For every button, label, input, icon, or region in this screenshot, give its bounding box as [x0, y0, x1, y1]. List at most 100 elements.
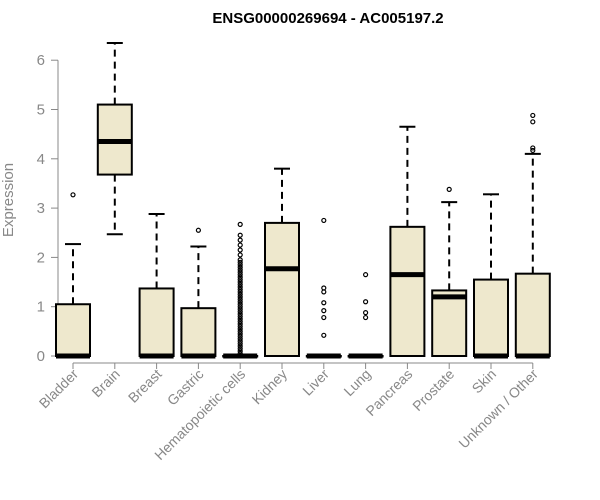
outlier-point [237, 333, 243, 339]
outlier-point [530, 147, 536, 154]
outlier-point [237, 221, 243, 227]
outlier-point [237, 291, 243, 297]
outlier-point [237, 341, 243, 347]
outlier-point [321, 285, 327, 291]
outlier-point [237, 284, 243, 290]
outlier-point [530, 119, 536, 125]
box-group-brain [96, 41, 133, 236]
box-group-kidney [264, 167, 300, 357]
outlier-point [237, 299, 243, 305]
outlier-point [237, 286, 243, 293]
y-tick-label: 2 [37, 249, 45, 266]
box [55, 303, 91, 357]
x-tick-label-kidney: Kidney [249, 366, 291, 408]
box [389, 225, 426, 357]
y-axis: 0 1 2 3 4 5 6 [37, 52, 59, 365]
outlier-point [237, 304, 243, 310]
box [431, 289, 468, 357]
y-tick-label: 6 [37, 52, 45, 69]
y-tick-label: 3 [37, 200, 45, 217]
box [180, 307, 217, 357]
box [514, 272, 551, 358]
outlier-point [446, 186, 452, 192]
outlier-point [321, 332, 327, 338]
outlier-point [237, 313, 243, 320]
outlier-point [363, 314, 369, 321]
outlier-point [237, 264, 243, 270]
outlier-point [237, 318, 243, 325]
outlier-point [237, 262, 243, 268]
outlier-point [321, 217, 327, 224]
outlier-point [237, 309, 243, 315]
outlier-point [237, 331, 243, 337]
outlier-point [237, 301, 243, 307]
outlier-point [363, 310, 369, 316]
outlier-point [237, 237, 243, 243]
box [264, 221, 300, 357]
outlier-point [530, 145, 536, 151]
outlier-point [237, 323, 243, 330]
outlier-point [237, 346, 243, 352]
outlier-point [237, 274, 243, 280]
box-group-gastric [180, 227, 217, 359]
box [473, 278, 509, 357]
x-tick-label-breast: Breast [125, 366, 165, 406]
box-group-bladder [55, 192, 91, 359]
x-tick-label-skin: Skin [469, 366, 500, 397]
y-tick-label: 5 [37, 102, 45, 119]
outlier-point [237, 316, 243, 322]
outlier-point [237, 259, 243, 265]
box-group-pancreas [389, 125, 426, 357]
outlier-point [237, 321, 243, 327]
y-tick-label: 1 [37, 299, 45, 316]
y-tick-label: 4 [37, 151, 45, 168]
outlier-point [237, 294, 243, 300]
x-tick-label-unknown-other: Unknown / Other [455, 366, 541, 452]
outlier-point [237, 289, 243, 295]
outlier-point [237, 276, 243, 283]
outlier-point [237, 296, 243, 302]
y-tick-label: 0 [37, 348, 45, 365]
box-group-prostate [431, 186, 468, 357]
y-axis-label: Expression [0, 163, 17, 237]
box [138, 287, 175, 358]
outlier-point [237, 272, 243, 278]
outlier-point [237, 348, 243, 354]
outlier-point [237, 343, 243, 349]
box-group-liver [305, 217, 342, 359]
outlier-point [70, 192, 76, 198]
box-group-lung [347, 272, 384, 359]
outlier-point [363, 299, 369, 305]
outlier-point [237, 311, 243, 317]
outlier-point [237, 252, 243, 258]
outlier-point [530, 112, 536, 119]
outlier-point [237, 267, 243, 273]
outlier-point [321, 314, 327, 321]
outlier-point [237, 232, 243, 238]
box-group-unknown-other [514, 112, 551, 359]
outlier-point [195, 227, 201, 233]
box-group-breast [138, 213, 175, 359]
box-group-hematopoietic-cells [222, 221, 259, 359]
x-tick-label-brain: Brain [88, 366, 122, 400]
plot-area [55, 41, 551, 359]
x-tick-label-bladder: Bladder [36, 366, 82, 412]
outlier-point [237, 306, 243, 312]
outlier-point [237, 338, 243, 344]
outlier-point [237, 247, 243, 253]
outlier-point [237, 326, 243, 332]
outlier-point [237, 281, 243, 288]
outlier-point [237, 279, 243, 285]
outlier-point [237, 242, 243, 248]
outlier-point [363, 272, 369, 278]
outlier-point [237, 328, 243, 334]
x-tick-label-liver: Liver [299, 366, 332, 399]
outlier-point [237, 257, 243, 263]
outlier-point [321, 300, 327, 306]
x-tick-label-lung: Lung [340, 366, 373, 399]
chart-title: ENSG00000269694 - AC005197.2 [212, 10, 443, 27]
x-tick-label-prostate: Prostate [409, 366, 457, 414]
outlier-point [237, 336, 243, 342]
